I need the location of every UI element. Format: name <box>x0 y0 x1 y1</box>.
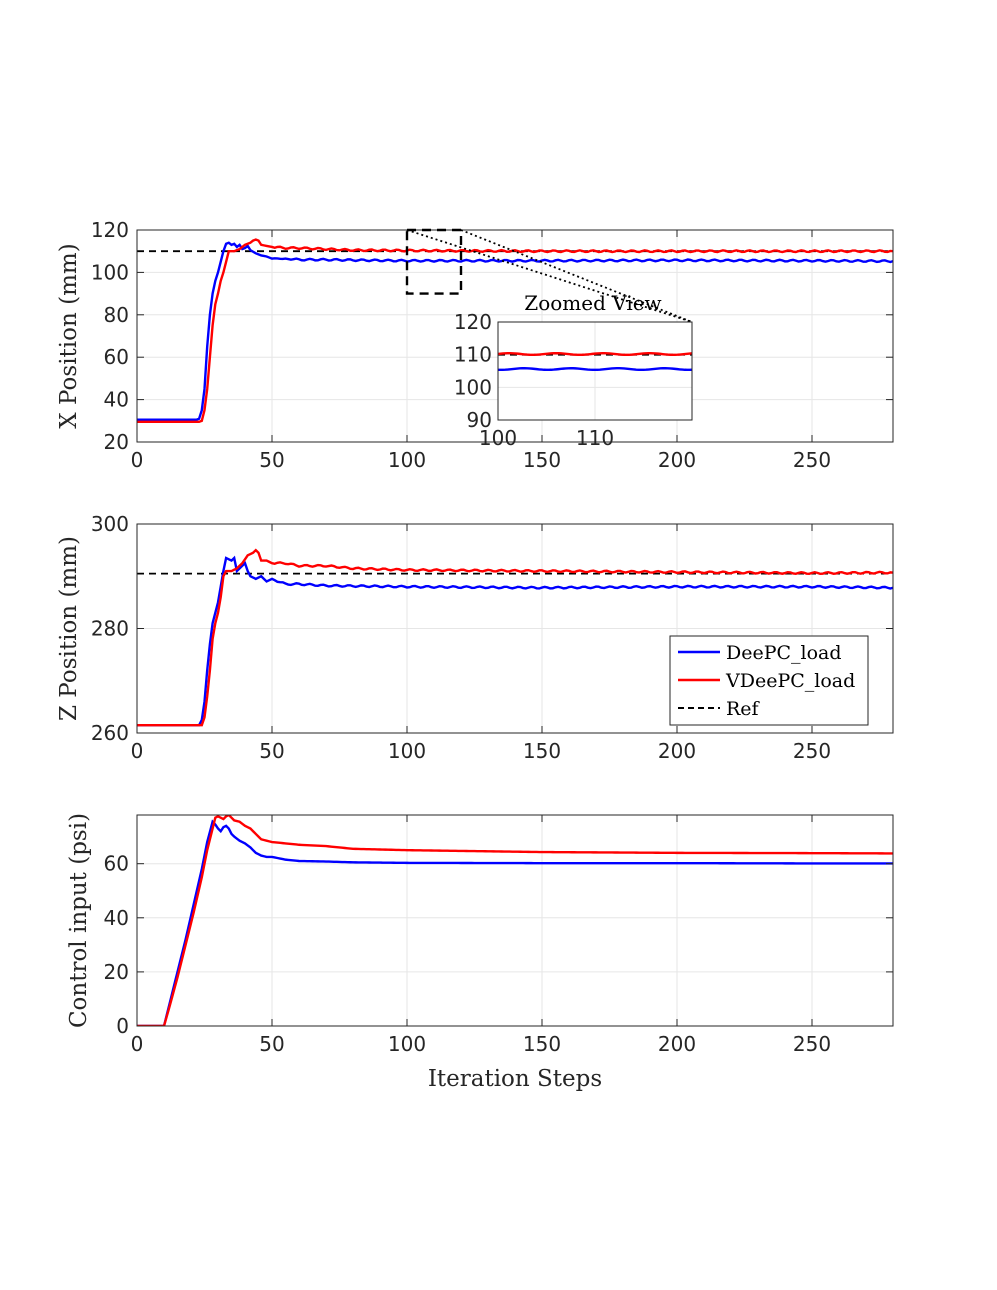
x-tick-label: 0 <box>131 448 144 472</box>
y-tick-label: 300 <box>91 512 129 536</box>
y-tick-label: 100 <box>91 260 129 284</box>
x-tick-label: 50 <box>259 1032 284 1056</box>
y-axis-title: Control input (psi) <box>66 813 92 1028</box>
x-tick-label: 100 <box>388 739 426 763</box>
y-tick-label: 280 <box>91 617 129 641</box>
zoom-connector <box>460 229 693 323</box>
zoom-region-marker <box>405 228 693 323</box>
series-line-vdeepc-load <box>137 815 893 1026</box>
zoom-x-tick-label: 100 <box>479 426 517 450</box>
zoom-title: Zoomed View <box>524 291 661 315</box>
y-tick-label: 80 <box>104 303 129 327</box>
series-line-deepc-load <box>137 241 893 421</box>
x-tick-label: 100 <box>388 1032 426 1056</box>
zoom-x-tick-label: 110 <box>576 426 614 450</box>
y-tick-label: 40 <box>104 388 129 412</box>
y-tick-label: 60 <box>104 345 129 369</box>
x-tick-label: 0 <box>131 739 144 763</box>
x-tick-label: 200 <box>658 448 696 472</box>
x-tick-label: 50 <box>259 448 284 472</box>
x-tick-label: 200 <box>658 739 696 763</box>
y-axis-title: X Position (mm) <box>56 243 82 428</box>
x-tick-label: 200 <box>658 1032 696 1056</box>
y-tick-label: 0 <box>116 1014 129 1038</box>
zoom-y-tick-label: 120 <box>454 310 492 334</box>
x-tick-label: 150 <box>523 1032 561 1056</box>
y-tick-label: 20 <box>104 960 129 984</box>
x-tick-label: 150 <box>523 448 561 472</box>
x-tick-label: 250 <box>793 1032 831 1056</box>
zoom-series-vdeepc-load <box>497 351 693 357</box>
y-tick-label: 40 <box>104 906 129 930</box>
legend: DeePC_load VDeePC_load Ref <box>669 635 869 726</box>
series-line-vdeepc-load <box>137 238 893 424</box>
panel-control-input: 0 50 100 150 200 250 0 20 40 60 Control input (psi… <box>66 813 894 1092</box>
zoom-frame <box>497 321 693 421</box>
y-tick-label: 20 <box>104 430 129 454</box>
x-axis-title: Iteration Steps <box>428 1066 602 1092</box>
legend-label: VDeePC_load <box>725 670 855 692</box>
y-tick-label: 260 <box>91 721 129 745</box>
axes-frame <box>136 229 894 443</box>
x-tick-label: 250 <box>793 739 831 763</box>
series-line-vdeepc-load <box>137 548 893 727</box>
y-tick-label: 60 <box>104 852 129 876</box>
zoom-region-rect <box>405 228 463 295</box>
x-tick-label: 100 <box>388 448 426 472</box>
plot-area <box>137 815 893 1026</box>
x-tick-label: 0 <box>131 1032 144 1056</box>
x-tick-label: 250 <box>793 448 831 472</box>
x-tick-label: 150 <box>523 739 561 763</box>
zoom-y-tick-label: 110 <box>454 343 492 367</box>
legend-label: Ref <box>726 698 761 720</box>
zoom-series-deepc-load <box>497 367 693 372</box>
series-line-deepc-load <box>137 555 893 727</box>
y-axis-title: Z Position (mm) <box>56 536 82 721</box>
axes-frame <box>136 814 894 1027</box>
series-line-deepc-load <box>137 819 893 1026</box>
y-tick-label: 120 <box>91 218 129 242</box>
zoom-y-tick-label: 90 <box>467 408 492 432</box>
zoom-y-tick-label: 100 <box>454 375 492 399</box>
x-tick-label: 50 <box>259 739 284 763</box>
legend-label: DeePC_load <box>726 642 842 664</box>
